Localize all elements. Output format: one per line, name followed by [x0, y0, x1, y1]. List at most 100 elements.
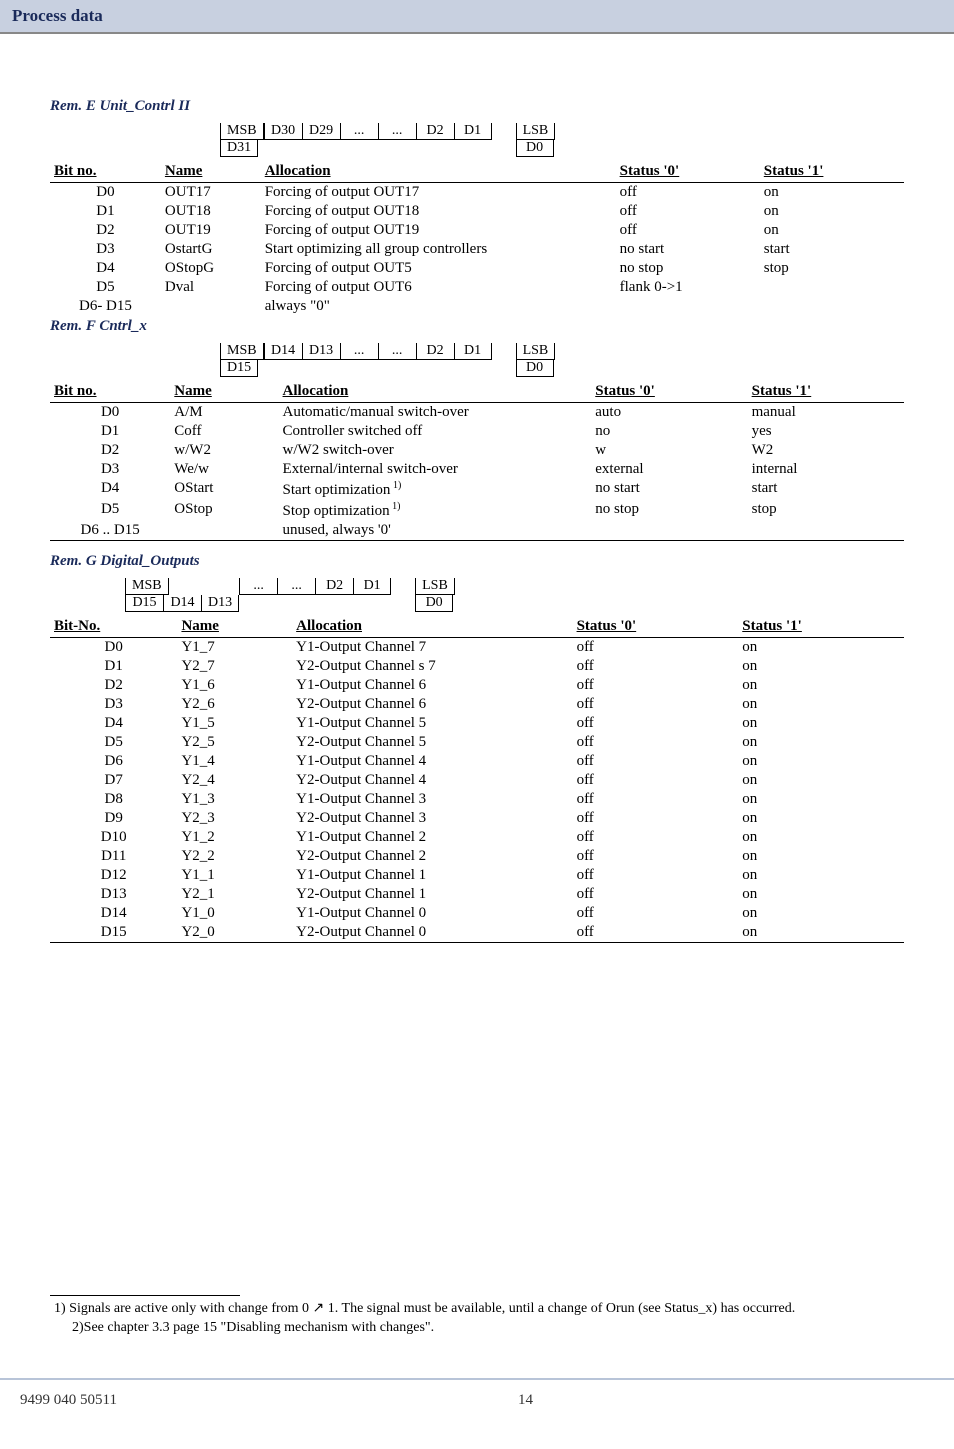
bit-cell: D29: [302, 123, 340, 140]
cell-alloc: Y1-Output Channel 7: [292, 638, 572, 658]
cell-bit: D0: [50, 183, 161, 203]
cell-bit: D10: [50, 828, 177, 847]
cell-status0: no start: [591, 479, 747, 500]
bit-cell: D0: [516, 360, 554, 377]
cell-status0: off: [573, 733, 739, 752]
bit-cell: ...: [378, 123, 416, 140]
cell-status1: on: [738, 752, 904, 771]
cell-status0: off: [573, 923, 739, 943]
cell-status1: on: [738, 733, 904, 752]
cell-name: OStart: [170, 479, 278, 500]
cell-status1: manual: [748, 403, 904, 423]
cell-status0: [616, 297, 760, 316]
cell-status1: on: [738, 638, 904, 658]
col-alloc: Allocation: [261, 161, 616, 183]
section-f-table: Bit no. Name Allocation Status '0' Statu…: [50, 381, 904, 541]
cell-status0: external: [591, 460, 747, 479]
table-row: D0OUT17Forcing of output OUT17offon: [50, 183, 904, 203]
superscript: 1): [390, 501, 401, 512]
table-row: D4OStartStart optimization 1)no startsta…: [50, 479, 904, 500]
msb-label: MSB: [220, 343, 264, 360]
col-name: Name: [177, 616, 292, 638]
footnote-area: 1) Signals are active only with change f…: [0, 1295, 954, 1378]
bit-cell: ...: [277, 578, 315, 595]
cell-bit: D7: [50, 771, 177, 790]
section-f-bit-strip: MSB D15 D14 D13 ... ... D2 D1 LSB D0: [220, 343, 904, 377]
footnote-1: 1) Signals are active only with change f…: [50, 1300, 904, 1319]
cell-name: Y2_7: [177, 657, 292, 676]
cell-bit: D9: [50, 809, 177, 828]
page-header: Process data: [0, 0, 954, 34]
cell-status0: off: [573, 885, 739, 904]
cell-name: Y2_0: [177, 923, 292, 943]
cell-alloc: Y1-Output Channel 2: [292, 828, 572, 847]
col-bitno: Bit no.: [50, 381, 170, 403]
cell-status1: W2: [748, 441, 904, 460]
cell-bit: D4: [50, 479, 170, 500]
section-e-bit-strip: MSB D31 D30 D29 ... ... D2 D1 LSB D0: [220, 123, 904, 157]
cell-alloc: Y1-Output Channel 1: [292, 866, 572, 885]
footer-pagenum: 14: [518, 1392, 533, 1409]
table-row: D10Y1_2Y1-Output Channel 2offon: [50, 828, 904, 847]
table-row: D7Y2_4Y2-Output Channel 4offon: [50, 771, 904, 790]
table-row: D2w/W2w/W2 switch-overwW2: [50, 441, 904, 460]
section-g-title: Rem. G Digital_Outputs: [50, 553, 904, 570]
cell-bit: D4: [50, 714, 177, 733]
bit-d31: D31: [220, 140, 258, 157]
cell-name: Y1_0: [177, 904, 292, 923]
cell-bit: D11: [50, 847, 177, 866]
cell-status1: on: [738, 676, 904, 695]
table-row: D4Y1_5Y1-Output Channel 5offon: [50, 714, 904, 733]
cell-status1: on: [738, 695, 904, 714]
col-bitno: Bit-No.: [50, 616, 177, 638]
cell-name: [161, 297, 261, 316]
table-row: D13Y2_1Y2-Output Channel 1offon: [50, 885, 904, 904]
cell-status0: off: [573, 771, 739, 790]
footnote-1a: 1) Signals are active only with change f…: [54, 1301, 313, 1316]
cell-name: Y2_6: [177, 695, 292, 714]
table-row: D15Y2_0Y2-Output Channel 0offon: [50, 923, 904, 943]
cell-alloc: Stop optimization 1): [279, 500, 592, 521]
table-row: D5OStopStop optimization 1)no stopstop: [50, 500, 904, 521]
cell-status1: on: [738, 809, 904, 828]
cell-status0: w: [591, 441, 747, 460]
section-g-bit-strip: MSB D15 D14 D13 ... ... D2 D1 LSB D0: [125, 578, 904, 612]
cell-bit: D1: [50, 202, 161, 221]
cell-alloc: Automatic/manual switch-over: [279, 403, 592, 423]
cell-alloc: unused, always '0': [279, 521, 592, 541]
table-row: D1Y2_7Y2-Output Channel s 7offon: [50, 657, 904, 676]
cell-bit: D3: [50, 460, 170, 479]
cell-bit: D15: [50, 923, 177, 943]
footnote-2: 2)See chapter 3.3 page 15 "Disabling mec…: [50, 1319, 904, 1338]
cell-status1: yes: [748, 422, 904, 441]
table-row: D14Y1_0Y1-Output Channel 0offon: [50, 904, 904, 923]
cell-bit: D5: [50, 733, 177, 752]
cell-bit: D13: [50, 885, 177, 904]
cell-status0: off: [573, 904, 739, 923]
cell-status1: on: [738, 923, 904, 943]
lsb-label: LSB: [516, 343, 556, 360]
cell-alloc: Controller switched off: [279, 422, 592, 441]
table-row: D1CoffController switched offnoyes: [50, 422, 904, 441]
cell-name: OStopG: [161, 259, 261, 278]
cell-bit: D4: [50, 259, 161, 278]
section-g-table: Bit-No. Name Allocation Status '0' Statu…: [50, 616, 904, 943]
cell-name: Coff: [170, 422, 278, 441]
cell-status0: off: [573, 638, 739, 658]
cell-name: Y1_5: [177, 714, 292, 733]
cell-bit: D6- D15: [50, 297, 161, 316]
cell-status1: on: [760, 183, 904, 203]
table-row: D3Y2_6Y2-Output Channel 6offon: [50, 695, 904, 714]
lsb-label: LSB: [415, 578, 455, 595]
msb-label: MSB: [125, 578, 169, 595]
table-row: D6- D15always "0": [50, 297, 904, 316]
cell-name: Dval: [161, 278, 261, 297]
cell-name: Y1_1: [177, 866, 292, 885]
col-alloc: Allocation: [292, 616, 572, 638]
footnote-1b: 1. The signal must be available, until a…: [324, 1301, 795, 1316]
cell-bit: D5: [50, 500, 170, 521]
cell-name: OUT18: [161, 202, 261, 221]
cell-bit: D12: [50, 866, 177, 885]
sectF-rows: D0A/MAutomatic/manual switch-overautoman…: [50, 403, 904, 541]
cell-name: Y2_1: [177, 885, 292, 904]
